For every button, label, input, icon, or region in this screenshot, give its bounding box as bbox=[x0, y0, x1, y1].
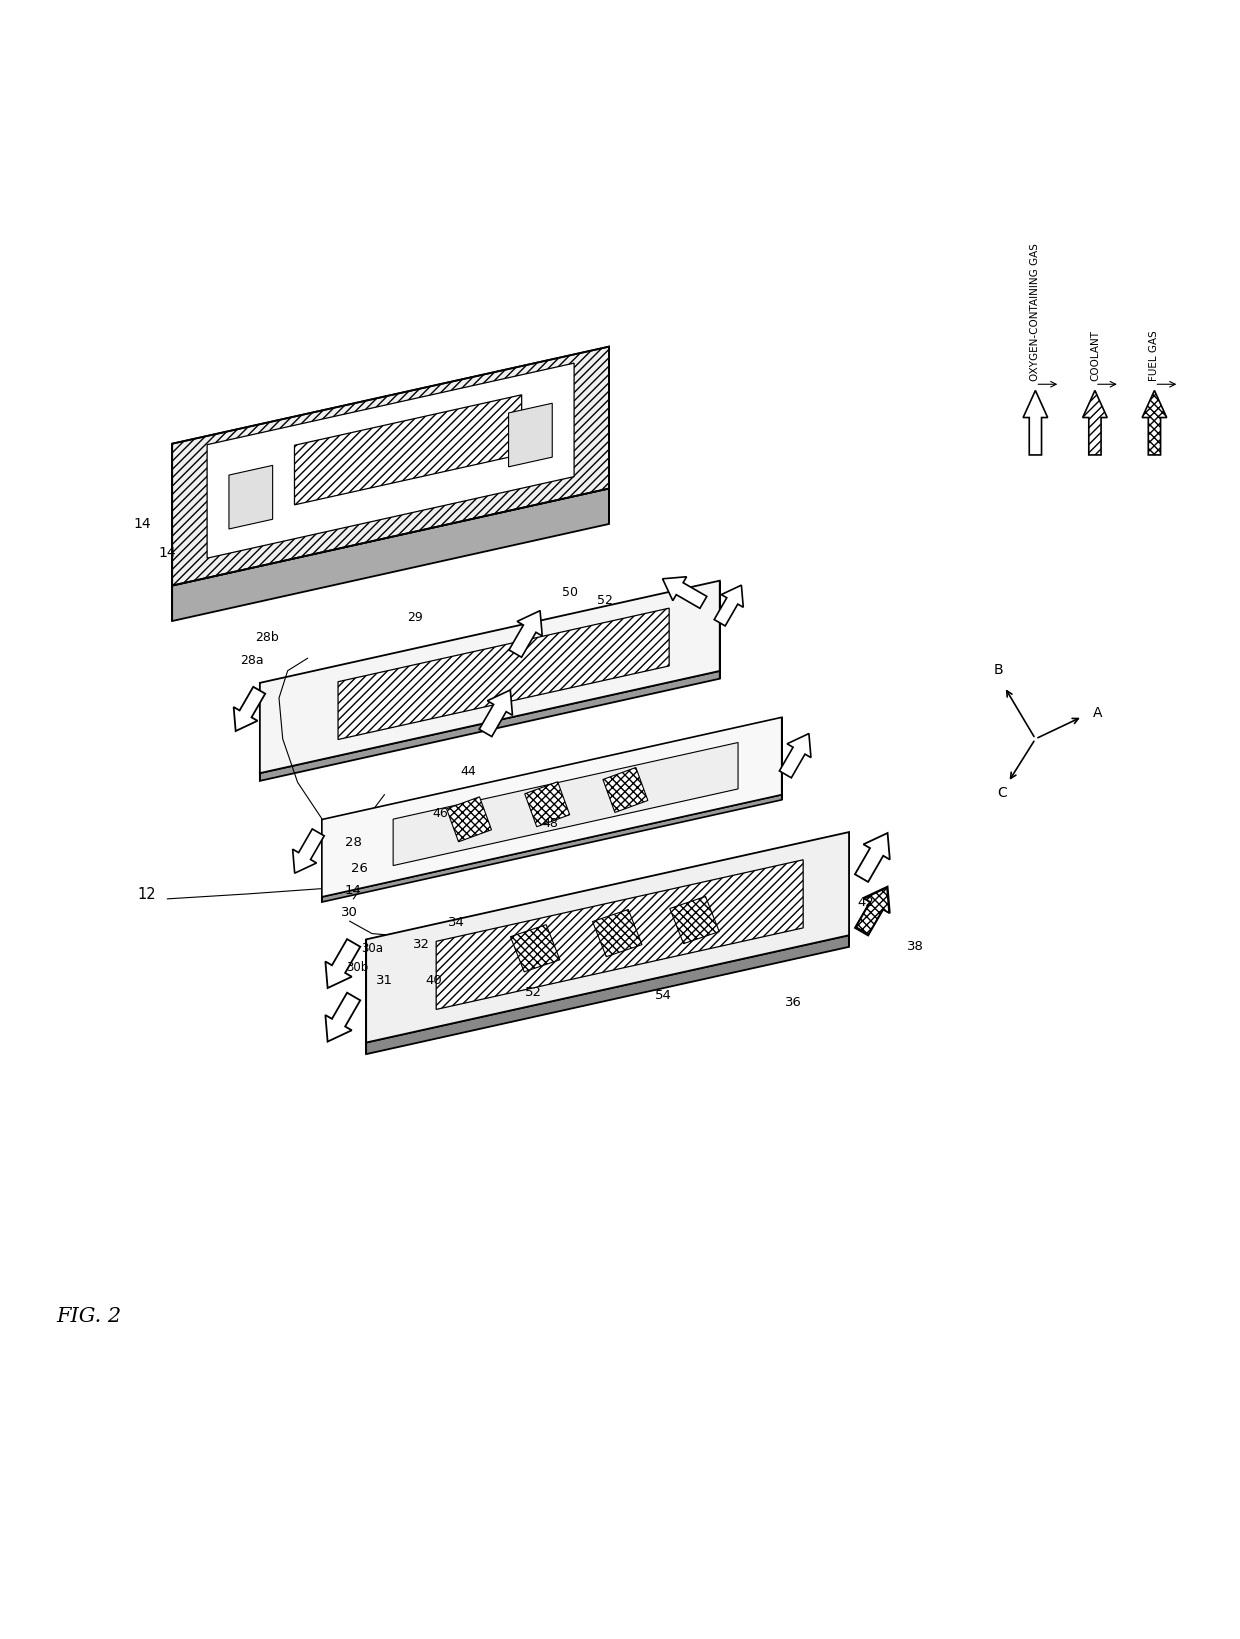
Polygon shape bbox=[1023, 390, 1048, 456]
Polygon shape bbox=[207, 364, 574, 559]
Polygon shape bbox=[446, 797, 491, 842]
Polygon shape bbox=[593, 910, 642, 957]
Polygon shape bbox=[670, 897, 719, 944]
Text: FIG. 2: FIG. 2 bbox=[57, 1306, 122, 1326]
Polygon shape bbox=[603, 767, 647, 813]
Text: 46: 46 bbox=[433, 806, 448, 820]
Polygon shape bbox=[508, 611, 542, 657]
Text: A: A bbox=[1092, 705, 1102, 720]
Polygon shape bbox=[436, 860, 804, 1010]
Polygon shape bbox=[233, 687, 265, 731]
Polygon shape bbox=[780, 734, 811, 779]
Text: C: C bbox=[997, 787, 1007, 800]
Text: 30b: 30b bbox=[346, 960, 368, 974]
Text: 30: 30 bbox=[341, 906, 358, 919]
Text: 42: 42 bbox=[857, 897, 874, 910]
Polygon shape bbox=[293, 829, 324, 874]
Polygon shape bbox=[325, 993, 361, 1042]
Text: COOLANT: COOLANT bbox=[1090, 329, 1100, 380]
Text: 40: 40 bbox=[425, 975, 443, 987]
Polygon shape bbox=[339, 608, 670, 739]
Polygon shape bbox=[260, 580, 719, 774]
Text: 30a: 30a bbox=[361, 942, 383, 956]
Polygon shape bbox=[229, 465, 273, 529]
Polygon shape bbox=[1142, 390, 1167, 456]
Polygon shape bbox=[322, 718, 781, 897]
Text: 12: 12 bbox=[136, 887, 156, 901]
Text: 48: 48 bbox=[543, 816, 558, 829]
Polygon shape bbox=[260, 670, 719, 780]
Polygon shape bbox=[325, 939, 361, 988]
Text: 14: 14 bbox=[134, 516, 151, 531]
Polygon shape bbox=[511, 924, 560, 972]
Text: B: B bbox=[993, 664, 1003, 677]
Text: FUEL GAS: FUEL GAS bbox=[1149, 329, 1159, 380]
Text: OXYGEN-CONTAINING GAS: OXYGEN-CONTAINING GAS bbox=[1030, 243, 1040, 380]
Polygon shape bbox=[1083, 390, 1107, 456]
Text: 54: 54 bbox=[655, 990, 672, 1003]
Text: 28: 28 bbox=[345, 836, 362, 849]
Polygon shape bbox=[525, 782, 569, 826]
Text: 14: 14 bbox=[159, 546, 176, 559]
Polygon shape bbox=[366, 936, 849, 1054]
Text: 28b: 28b bbox=[254, 631, 279, 644]
Polygon shape bbox=[662, 577, 707, 608]
Polygon shape bbox=[172, 346, 609, 585]
Text: 26: 26 bbox=[351, 862, 368, 875]
Polygon shape bbox=[714, 585, 743, 626]
Text: 32: 32 bbox=[413, 939, 430, 952]
Text: 52: 52 bbox=[525, 985, 542, 998]
Polygon shape bbox=[508, 403, 552, 467]
Text: 44: 44 bbox=[461, 765, 476, 779]
Text: 14: 14 bbox=[345, 883, 362, 897]
Text: 50: 50 bbox=[563, 587, 578, 600]
Polygon shape bbox=[854, 833, 890, 882]
Polygon shape bbox=[322, 795, 781, 901]
Polygon shape bbox=[479, 690, 512, 736]
Text: 52: 52 bbox=[598, 593, 613, 606]
Polygon shape bbox=[854, 887, 890, 936]
Polygon shape bbox=[294, 395, 522, 505]
Polygon shape bbox=[393, 742, 738, 865]
Text: 29: 29 bbox=[408, 611, 423, 624]
Text: 28a: 28a bbox=[239, 654, 264, 667]
Polygon shape bbox=[172, 488, 609, 621]
Text: 34: 34 bbox=[448, 916, 465, 929]
Text: 38: 38 bbox=[906, 939, 924, 952]
Polygon shape bbox=[366, 833, 849, 1042]
Text: 36: 36 bbox=[785, 995, 802, 1008]
Polygon shape bbox=[856, 888, 889, 934]
Text: 31: 31 bbox=[376, 975, 393, 987]
